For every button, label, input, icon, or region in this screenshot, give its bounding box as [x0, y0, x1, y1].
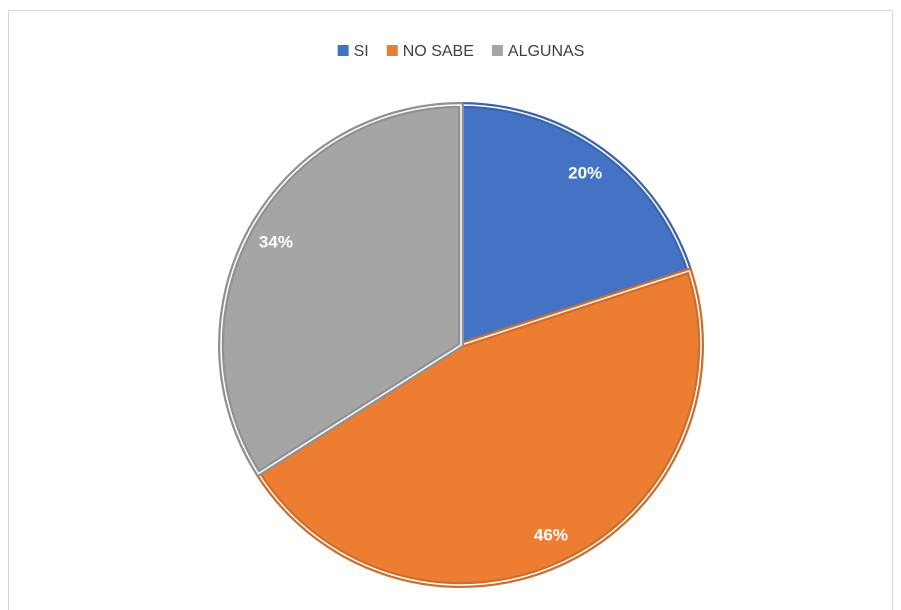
- pie-slice-gap: [460, 104, 691, 346]
- data-label: 34%: [259, 233, 293, 252]
- legend-label: SI: [354, 43, 369, 60]
- pie-slice-gap: [220, 104, 462, 475]
- legend-label: ALGUNAS: [508, 43, 584, 60]
- legend-swatch: [337, 45, 349, 56]
- pie-slice-gap: [257, 270, 702, 586]
- data-label: 46%: [534, 526, 568, 545]
- legend-label: NO SABE: [403, 43, 474, 60]
- legend-swatch: [491, 45, 503, 56]
- legend-swatch: [386, 45, 398, 56]
- data-label: 20%: [568, 164, 602, 183]
